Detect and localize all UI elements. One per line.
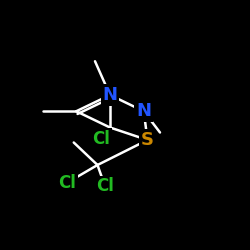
Text: S: S	[141, 131, 154, 149]
Text: Cl: Cl	[58, 174, 76, 192]
Text: N: N	[136, 102, 151, 120]
Text: N: N	[102, 86, 118, 104]
Text: Cl: Cl	[92, 130, 110, 148]
Text: Cl: Cl	[96, 177, 114, 195]
